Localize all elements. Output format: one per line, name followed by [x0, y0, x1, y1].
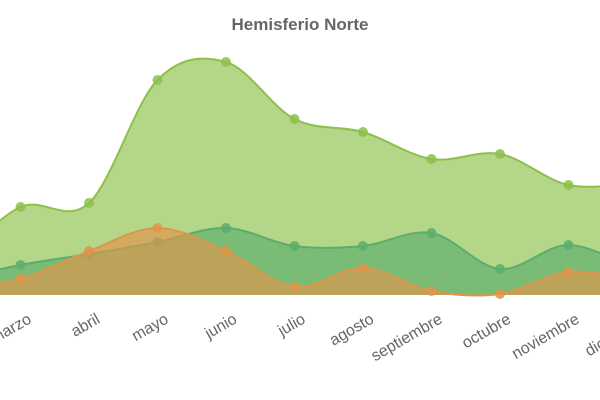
point — [358, 241, 368, 251]
point — [495, 264, 505, 274]
point — [563, 240, 574, 250]
x-tick-label: marzo — [0, 311, 35, 348]
x-tick-label: diciembre — [582, 311, 600, 360]
point — [426, 286, 437, 296]
point — [289, 282, 300, 292]
point — [15, 260, 26, 270]
point — [358, 127, 368, 137]
x-tick-label: abril — [68, 311, 103, 341]
line — [0, 57, 600, 222]
point — [426, 154, 437, 164]
point — [289, 114, 300, 124]
area — [0, 228, 600, 296]
chart-title: Hemisferio Norte — [232, 15, 369, 34]
point — [152, 75, 163, 85]
point — [289, 241, 300, 251]
point — [563, 180, 574, 190]
x-tick-label: octubre — [459, 311, 514, 352]
point — [495, 149, 505, 159]
x-tick-label: julio — [274, 311, 308, 341]
x-tick-label: agosto — [327, 311, 377, 350]
point — [426, 228, 437, 238]
point — [84, 246, 94, 256]
x-tick-label: mayo — [129, 311, 171, 345]
point — [221, 223, 231, 233]
point — [221, 57, 231, 67]
point — [15, 274, 26, 284]
x-tick-label: noviembre — [509, 311, 582, 363]
x-tick-label: junio — [201, 311, 240, 343]
point — [358, 263, 368, 273]
x-tick-label: septiembre — [368, 311, 445, 365]
point — [563, 267, 574, 277]
point — [152, 223, 163, 233]
point — [84, 198, 94, 208]
point — [495, 289, 505, 299]
point — [15, 202, 26, 212]
point — [221, 246, 231, 256]
